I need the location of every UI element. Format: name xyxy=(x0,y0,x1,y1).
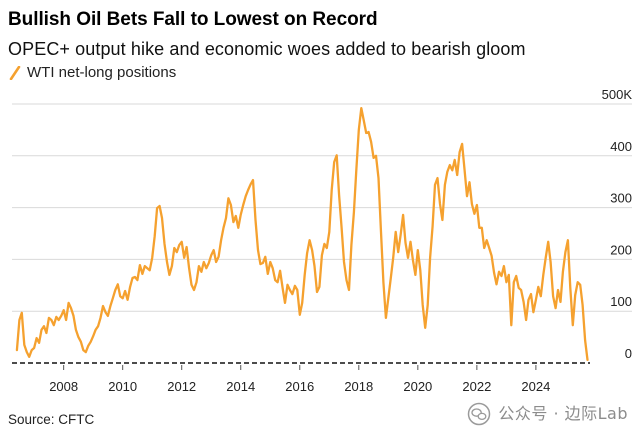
y-tick-label: 0 xyxy=(625,346,632,361)
x-tick-label: 2018 xyxy=(344,379,373,394)
source-note: Source: CFTC xyxy=(8,412,95,427)
chart-subtitle: OPEC+ output hike and economic woes adde… xyxy=(8,39,526,59)
y-tick-label: 500K xyxy=(602,87,633,102)
x-tick-label: 2022 xyxy=(462,379,491,394)
wechat-icon xyxy=(468,402,491,426)
x-tick-label: 2016 xyxy=(285,379,314,394)
legend-label: WTI net-long positions xyxy=(27,64,177,81)
x-tick-label: 2020 xyxy=(403,379,432,394)
series-line-wti-net-long-positions xyxy=(15,106,589,362)
y-tick-label: 100 xyxy=(610,294,632,309)
gridlines xyxy=(12,103,632,312)
x-tick-label: 2008 xyxy=(49,379,78,394)
watermark: 公众号 · 边际Lab xyxy=(467,402,628,426)
y-axis: 0 100 200 300 400 500K xyxy=(602,87,633,361)
x-tick-label: 2024 xyxy=(521,379,550,394)
chart-title: Bullish Oil Bets Fall to Lowest on Recor… xyxy=(8,9,378,30)
series-group xyxy=(15,106,589,362)
x-tick-label: 2012 xyxy=(167,379,196,394)
x-tick-label: 2014 xyxy=(226,379,255,394)
x-tick-label: 2010 xyxy=(108,379,137,394)
y-tick-label: 200 xyxy=(610,242,632,257)
legend-swatch xyxy=(9,66,21,80)
y-tick-label: 400 xyxy=(610,139,632,154)
y-tick-label: 300 xyxy=(610,191,632,206)
x-axis: 2008 2010 2012 2014 2016 2018 2020 2022 2024 xyxy=(49,365,550,394)
watermark-text: 公众号 · 边际Lab xyxy=(498,404,628,423)
